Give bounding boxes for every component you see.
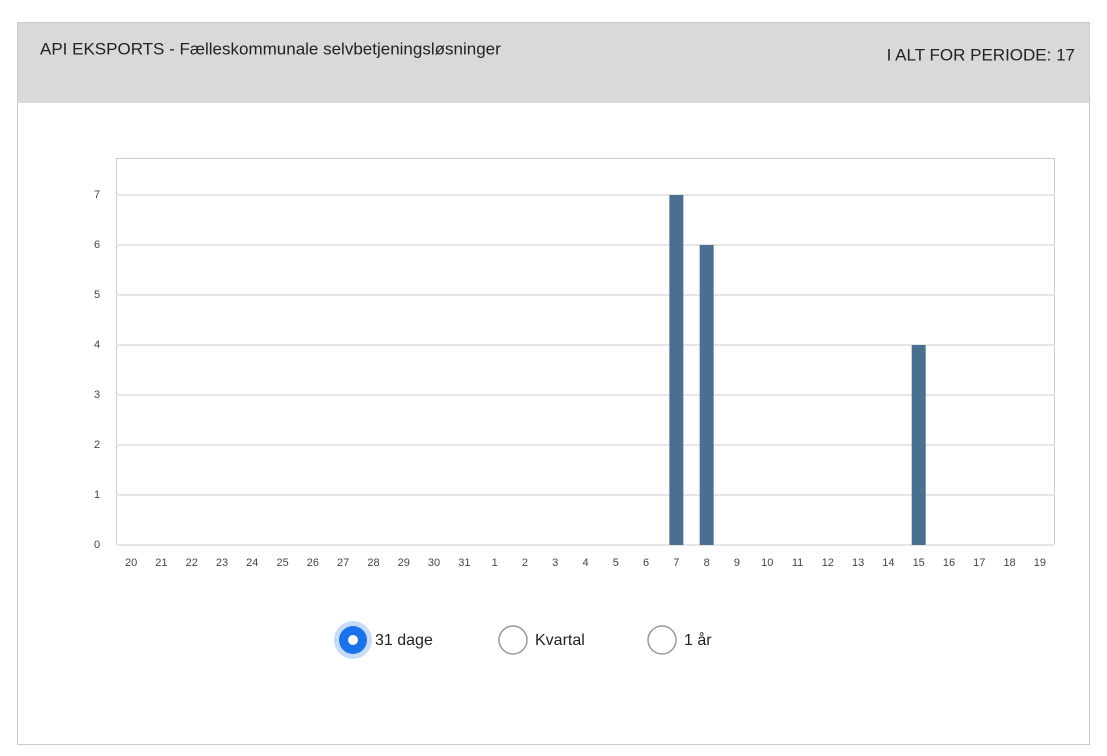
x-tick-label: 30: [428, 557, 440, 569]
bar: [669, 195, 684, 545]
x-tick-label: 24: [246, 557, 258, 569]
x-tick-label: 5: [613, 557, 619, 569]
x-tick-label: 1: [492, 557, 498, 569]
radio-option[interactable]: 1 år: [647, 625, 712, 655]
y-tick-label: 4: [94, 339, 100, 351]
x-tick-label: 14: [882, 557, 894, 569]
x-tick-label: 25: [276, 557, 288, 569]
x-tick-label: 2: [522, 557, 528, 569]
x-tick-label: 21: [155, 557, 167, 569]
x-tick-label: 12: [822, 557, 834, 569]
radio-option[interactable]: Kvartal: [498, 625, 585, 655]
x-tick-label: 19: [1034, 557, 1046, 569]
panel: [17, 22, 1090, 745]
y-tick-label: 6: [94, 239, 100, 251]
radio-button[interactable]: [647, 625, 677, 655]
y-tick-label: 1: [94, 489, 100, 501]
y-tick-label: 3: [94, 389, 100, 401]
radio-dot: [348, 635, 358, 645]
x-tick-label: 18: [1003, 557, 1015, 569]
radio-label[interactable]: 1 år: [684, 631, 712, 649]
x-tick-label: 17: [973, 557, 985, 569]
x-tick-label: 16: [943, 557, 955, 569]
x-tick-label: 22: [186, 557, 198, 569]
bar: [699, 245, 714, 545]
x-tick-label: 6: [643, 557, 649, 569]
x-tick-label: 11: [792, 557, 803, 569]
y-tick-label: 0: [94, 539, 100, 551]
x-tick-label: 10: [761, 557, 773, 569]
x-tick-label: 28: [367, 557, 379, 569]
x-tick-label: 9: [734, 557, 740, 569]
x-tick-label: 15: [913, 557, 925, 569]
x-tick-label: 23: [216, 557, 228, 569]
y-tick-label: 7: [94, 189, 100, 201]
x-tick-label: 27: [337, 557, 349, 569]
x-tick-label: 20: [125, 557, 137, 569]
x-tick-label: 8: [704, 557, 710, 569]
radio-option[interactable]: 31 dage: [334, 621, 433, 659]
x-tick-label: 13: [852, 557, 864, 569]
x-tick-label: 31: [458, 557, 470, 569]
x-tick-label: 4: [582, 557, 588, 569]
x-tick-label: 7: [673, 557, 679, 569]
panel-header: [18, 23, 1089, 103]
x-tick-label: 29: [398, 557, 410, 569]
period-total: I ALT FOR PERIODE: 17: [887, 45, 1075, 64]
radio-label[interactable]: Kvartal: [535, 632, 585, 649]
y-tick-label: 5: [94, 289, 100, 301]
x-tick-label: 26: [307, 557, 319, 569]
y-tick-label: 2: [94, 439, 100, 451]
radio-label[interactable]: 31 dage: [375, 632, 433, 649]
radio-button[interactable]: [498, 625, 528, 655]
panel-title: API EKSPORTS - Fælleskommunale selvbetje…: [40, 39, 501, 58]
bar: [911, 345, 926, 545]
x-tick-label: 3: [552, 557, 558, 569]
